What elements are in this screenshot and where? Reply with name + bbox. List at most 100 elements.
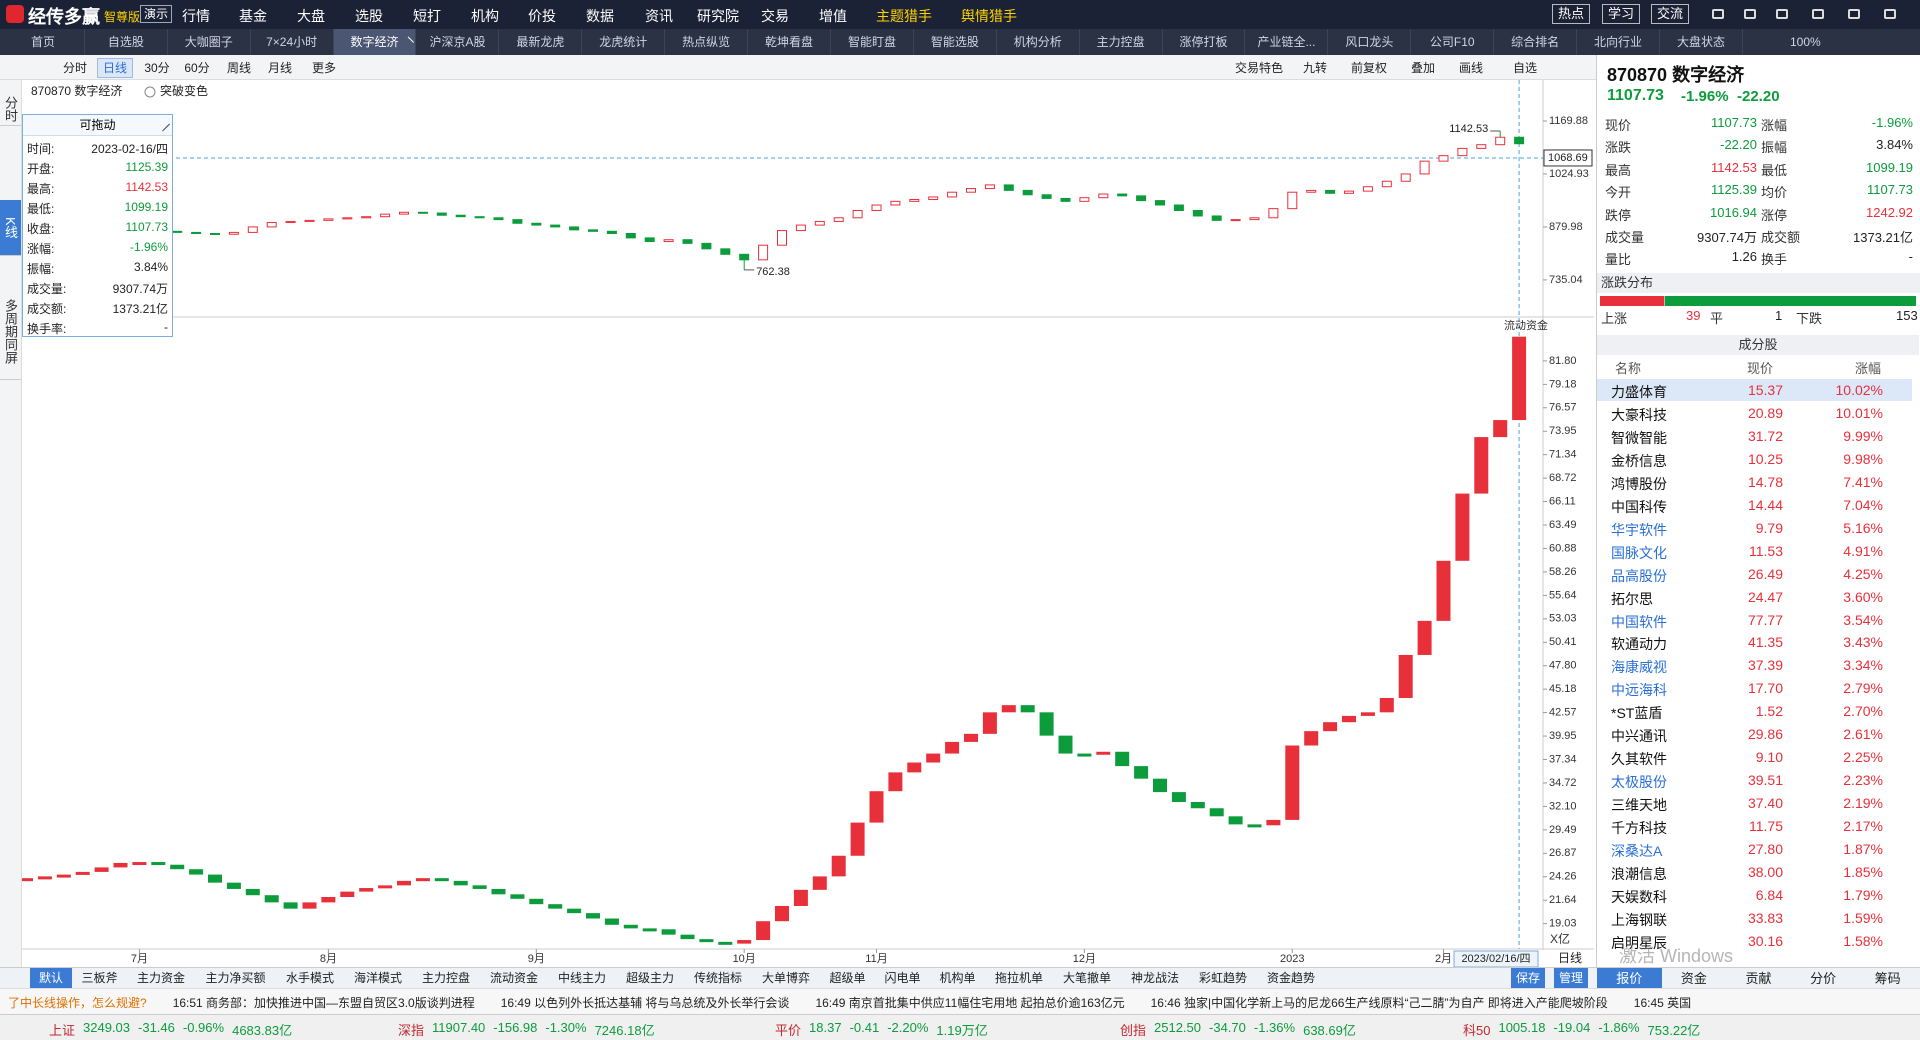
- stock-name[interactable]: 三维天地: [1611, 797, 1667, 814]
- menu-item[interactable]: 机构: [471, 8, 499, 24]
- tab[interactable]: 首页: [2, 29, 85, 55]
- menu-item[interactable]: 研究院: [697, 8, 739, 24]
- toolbar-button[interactable]: 自选: [1512, 61, 1538, 75]
- stock-name[interactable]: 浪潮信息: [1611, 865, 1667, 882]
- news-item[interactable]: 了中长线操作，怎么规避?: [8, 996, 147, 1010]
- indicator-tab[interactable]: 三板斧: [81, 971, 118, 985]
- tab[interactable]: 智能盯盘: [831, 29, 914, 55]
- tab[interactable]: 涨停打板: [1163, 29, 1246, 55]
- window-control[interactable]: [1812, 9, 1824, 19]
- panel-tab[interactable]: 分价: [1790, 967, 1856, 988]
- stock-name[interactable]: 中国软件: [1611, 613, 1667, 630]
- indicator-tab[interactable]: 大单博弈: [761, 971, 810, 985]
- toolbar-button[interactable]: 九转: [1302, 61, 1328, 75]
- menu-item[interactable]: 基金: [239, 8, 267, 24]
- stock-name[interactable]: 国脉文化: [1611, 544, 1667, 561]
- menu-item[interactable]: 短打: [413, 8, 441, 24]
- menu-item[interactable]: 增值: [819, 8, 847, 24]
- menu-item[interactable]: 选股: [355, 8, 383, 24]
- window-control[interactable]: [1884, 9, 1896, 19]
- stock-name[interactable]: 大豪科技: [1611, 406, 1667, 423]
- indicator-tab[interactable]: 神龙战法: [1130, 971, 1179, 985]
- stock-name[interactable]: 中远海科: [1611, 682, 1667, 699]
- indicator-tab[interactable]: 超级主力: [625, 971, 674, 985]
- stock-name[interactable]: 上海钢联: [1611, 911, 1667, 928]
- side-tab[interactable]: K线: [0, 200, 21, 256]
- panel-tab[interactable]: 报价: [1597, 967, 1662, 988]
- indicator-tab[interactable]: 机构单: [939, 971, 976, 985]
- menu-item[interactable]: 舆情猎手: [961, 8, 1017, 24]
- top-button[interactable]: 热点: [1551, 4, 1591, 24]
- panel-tab[interactable]: 资金: [1661, 967, 1727, 988]
- stock-name[interactable]: 软通动力: [1611, 636, 1667, 653]
- tab[interactable]: 大咖圈子: [168, 29, 251, 55]
- indicator-tab[interactable]: 彩虹趋势: [1198, 971, 1247, 985]
- period-button[interactable]: 周线: [226, 61, 252, 75]
- side-tab[interactable]: 多周期同屏: [0, 284, 21, 380]
- indicator-tab[interactable]: 水手模式: [285, 971, 334, 985]
- stock-name[interactable]: 力盛体育: [1611, 384, 1667, 400]
- tab[interactable]: 龙虎统计: [582, 29, 666, 55]
- stock-name[interactable]: 智微智能: [1611, 429, 1667, 446]
- tab[interactable]: 热点纵览: [665, 29, 749, 55]
- toolbar-button[interactable]: 画线: [1458, 61, 1484, 75]
- news-item[interactable]: 16:49 南京首批集中供应11幅住宅用地 起拍总价逾163亿元: [815, 996, 1125, 1010]
- stock-name[interactable]: 天娱数科: [1611, 888, 1667, 905]
- news-item[interactable]: 16:45 英国: [1633, 996, 1692, 1010]
- stock-name[interactable]: 太极股份: [1611, 774, 1667, 791]
- menu-item[interactable]: 行情: [182, 8, 210, 24]
- indicator-tab[interactable]: 闪电单: [884, 971, 921, 985]
- period-button[interactable]: 60分: [184, 61, 210, 75]
- news-item[interactable]: 16:46 独家|中国化学新上马的尼龙66生产线原料“己二腈”为自产 即将进入产…: [1150, 996, 1608, 1010]
- toolbar-button[interactable]: 前复权: [1350, 61, 1388, 75]
- indicator-tab[interactable]: 海洋模式: [353, 971, 402, 985]
- stock-name[interactable]: 海康威视: [1611, 659, 1667, 676]
- window-control[interactable]: [1712, 9, 1724, 19]
- indicator-tab[interactable]: 流动资金: [489, 971, 538, 985]
- tab[interactable]: 产业链全...: [1246, 29, 1329, 55]
- news-item[interactable]: 16:49 以色列外长抵达基辅 将与乌总统及外长举行会谈: [500, 996, 790, 1010]
- panel-tab[interactable]: 筹码: [1855, 967, 1920, 988]
- indicator-tab[interactable]: 主力控盘: [421, 971, 470, 985]
- menu-item[interactable]: 数据: [586, 8, 614, 24]
- menu-item[interactable]: 资讯: [645, 8, 673, 24]
- period-button[interactable]: 月线: [267, 61, 293, 75]
- period-button[interactable]: 分时: [62, 61, 88, 75]
- period-button[interactable]: 日线: [96, 58, 134, 78]
- stock-name[interactable]: 华宇软件: [1611, 521, 1667, 538]
- index-name[interactable]: 平价: [775, 1023, 802, 1038]
- index-name[interactable]: 上证: [49, 1023, 76, 1038]
- tab[interactable]: 乾坤看盘: [748, 29, 831, 55]
- stock-name[interactable]: 千方科技: [1611, 820, 1667, 837]
- stock-name[interactable]: 中国科传: [1611, 498, 1667, 515]
- window-control[interactable]: [1848, 9, 1860, 19]
- top-button[interactable]: 学习: [1601, 4, 1641, 24]
- tab[interactable]: 北向行业: [1577, 29, 1660, 55]
- stock-name[interactable]: 拓尔思: [1611, 590, 1653, 607]
- tab[interactable]: 风口龙头: [1328, 29, 1412, 55]
- stock-name[interactable]: 品高股份: [1611, 567, 1667, 584]
- stock-name[interactable]: 金桥信息: [1611, 452, 1667, 469]
- index-name[interactable]: 科50: [1463, 1023, 1491, 1038]
- indicator-action[interactable]: 保存: [1510, 968, 1546, 988]
- indicator-tab[interactable]: 大笔撤单: [1062, 971, 1111, 985]
- stock-name[interactable]: 久其软件: [1611, 751, 1667, 768]
- indicator-tab[interactable]: 默认: [30, 968, 72, 988]
- stock-name[interactable]: 中兴通讯: [1611, 728, 1667, 745]
- tab[interactable]: 自选股: [85, 29, 168, 55]
- index-name[interactable]: 深指: [398, 1023, 425, 1038]
- side-tab[interactable]: 分时: [0, 92, 21, 126]
- period-button[interactable]: 更多: [311, 61, 337, 75]
- mode-badge[interactable]: 演示: [140, 5, 173, 23]
- indicator-tab[interactable]: 超级单: [829, 971, 866, 985]
- tab[interactable]: 7×24小时: [251, 29, 334, 55]
- tab[interactable]: 公司F10: [1411, 29, 1495, 55]
- window-control[interactable]: [1776, 9, 1788, 19]
- indicator-tab[interactable]: 主力净买额: [205, 971, 266, 985]
- window-control[interactable]: [1744, 9, 1756, 19]
- stock-name[interactable]: 深桑达A: [1611, 843, 1663, 859]
- indicator-tab[interactable]: 拖拉机单: [994, 971, 1043, 985]
- panel-tab[interactable]: 贡献: [1726, 967, 1791, 988]
- period-button[interactable]: 30分: [144, 61, 170, 75]
- stock-name[interactable]: *ST蓝盾: [1611, 705, 1663, 722]
